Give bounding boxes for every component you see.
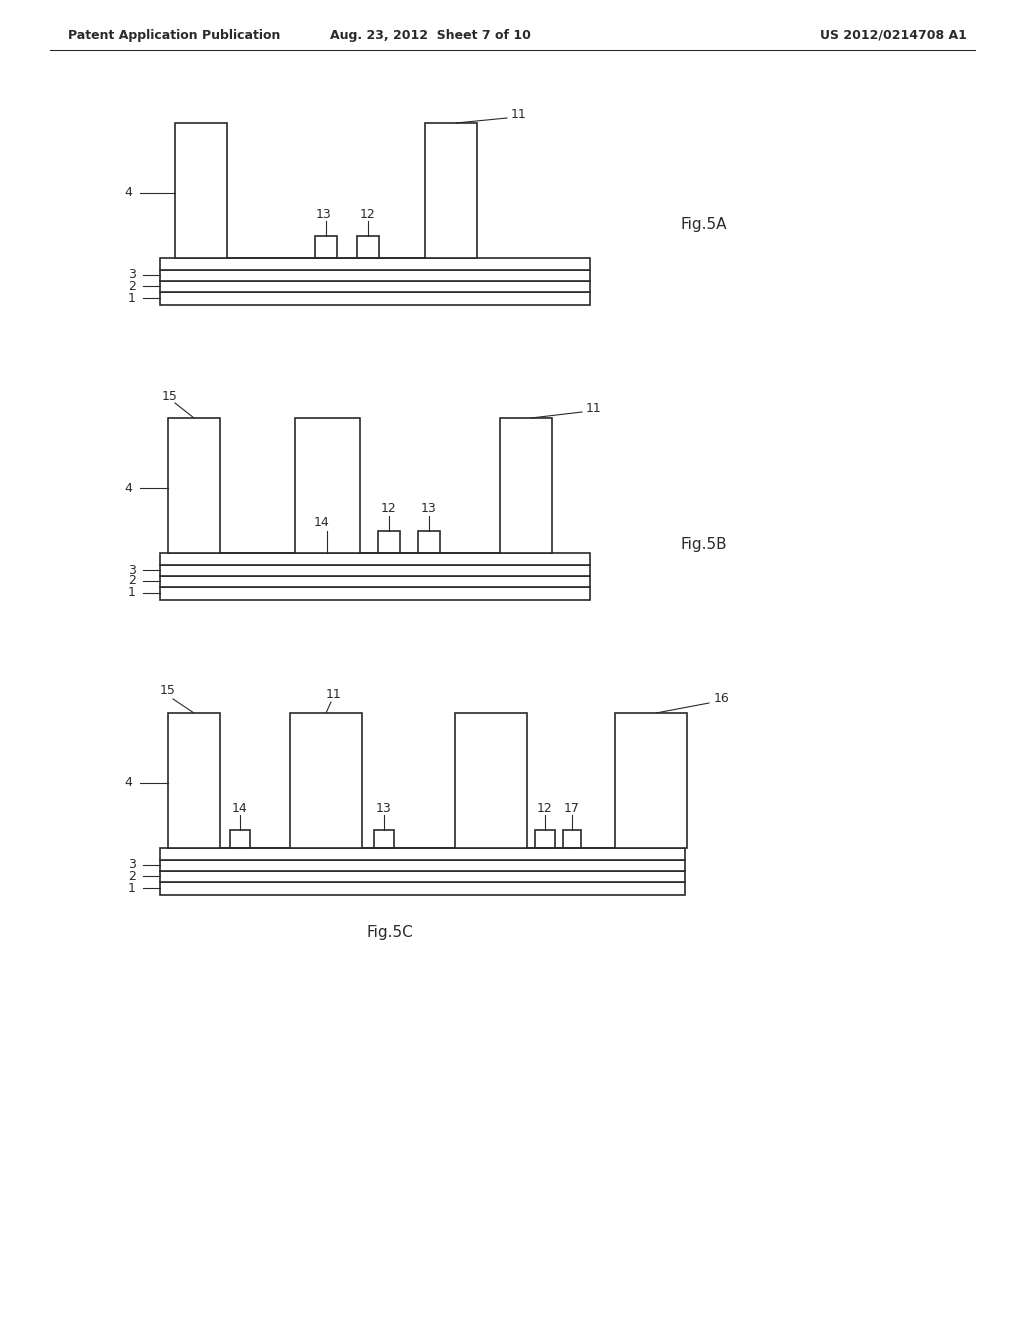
Text: 2: 2 [128,574,136,587]
Text: 16: 16 [714,692,730,705]
Text: 3: 3 [128,268,136,281]
Text: Aug. 23, 2012  Sheet 7 of 10: Aug. 23, 2012 Sheet 7 of 10 [330,29,530,41]
Text: 13: 13 [421,503,437,516]
Bar [378,531,400,553]
Text: Fig.5C: Fig.5C [367,925,414,940]
Text: 11: 11 [326,689,342,701]
Text: 13: 13 [316,207,332,220]
Text: 14: 14 [314,516,330,529]
Bar [455,713,527,847]
Bar [500,418,552,553]
Text: 2: 2 [128,870,136,883]
Bar [160,871,685,882]
Text: 4: 4 [124,482,132,495]
Text: 1: 1 [128,882,136,895]
Text: 11: 11 [586,401,602,414]
Bar [175,123,227,257]
Text: 4: 4 [124,776,132,789]
Bar [160,587,590,601]
Text: 1: 1 [128,292,136,305]
Bar [290,713,362,847]
Text: 12: 12 [538,801,553,814]
Text: 15: 15 [160,685,176,697]
Bar [168,713,220,847]
Text: 3: 3 [128,858,136,871]
Bar [418,531,440,553]
Bar [160,292,590,305]
Bar [160,257,590,271]
Text: 3: 3 [128,564,136,577]
Bar [230,830,250,847]
Bar [160,847,685,861]
Bar [357,236,379,257]
Bar [295,418,360,553]
Bar [374,830,394,847]
Text: 4: 4 [124,186,132,199]
Bar [425,123,477,257]
Bar [160,861,685,871]
Text: 11: 11 [511,108,527,121]
Bar [160,882,685,895]
Text: 1: 1 [128,586,136,599]
Text: 17: 17 [564,801,580,814]
Text: 12: 12 [381,503,397,516]
Bar [563,830,581,847]
Bar [315,236,337,257]
Bar [160,576,590,587]
Bar [160,281,590,292]
Bar [615,713,687,847]
Text: 13: 13 [376,801,392,814]
Text: Patent Application Publication: Patent Application Publication [68,29,281,41]
Bar [160,553,590,565]
Text: 12: 12 [360,207,376,220]
Text: 14: 14 [232,801,248,814]
Text: 15: 15 [162,389,178,403]
Text: Fig.5B: Fig.5B [680,537,727,553]
Text: US 2012/0214708 A1: US 2012/0214708 A1 [820,29,967,41]
Bar [168,418,220,553]
Text: Fig.5A: Fig.5A [680,218,726,232]
Bar [535,830,555,847]
Bar [160,565,590,576]
Bar [160,271,590,281]
Text: 2: 2 [128,280,136,293]
